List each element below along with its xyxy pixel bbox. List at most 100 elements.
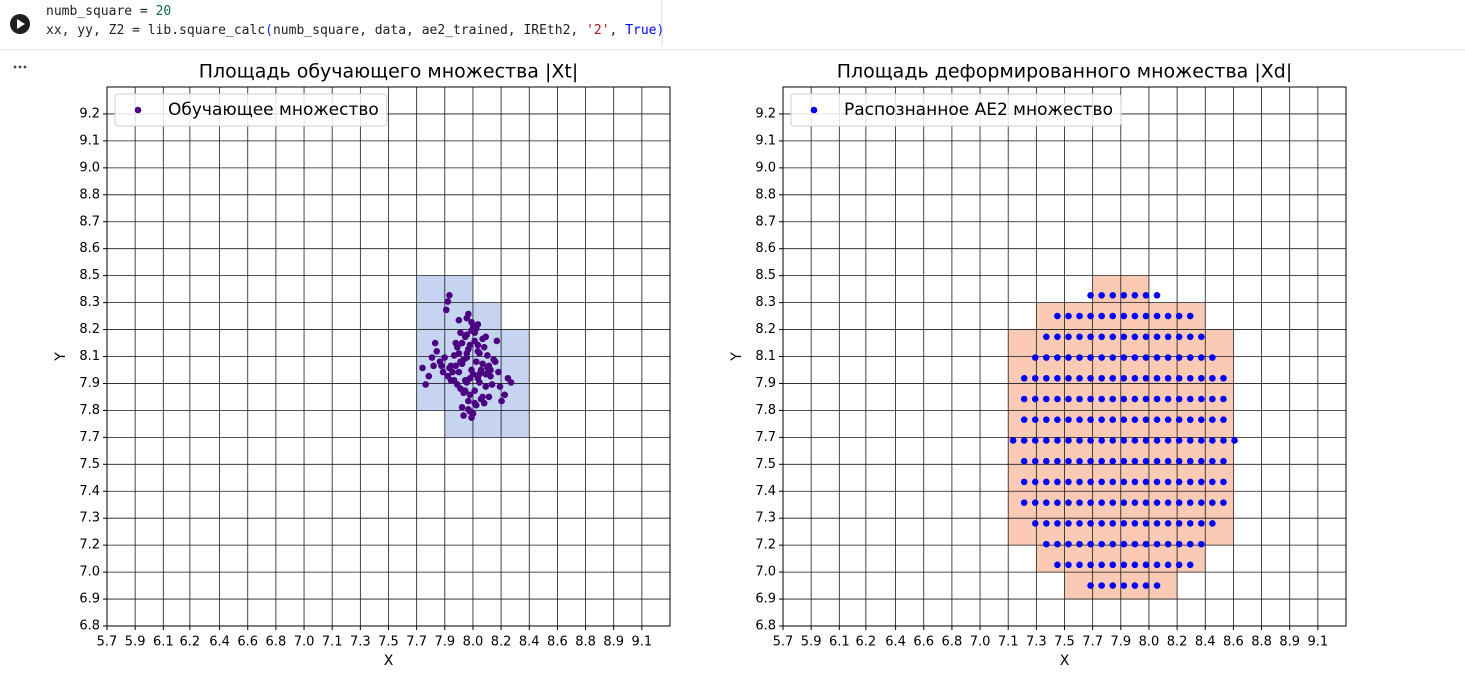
x-tick-label: 7.7 (1082, 635, 1103, 650)
point (458, 339, 466, 347)
x-tick-label: 6.2 (856, 635, 877, 650)
point (1175, 354, 1183, 361)
code-token: xx, yy, Z2 = lib.square_calc (46, 23, 266, 38)
point (1076, 478, 1083, 486)
x-tick-label: 7.5 (1054, 635, 1075, 650)
plot-frame (782, 86, 1347, 627)
code-line: xx, yy, Z2 = lib.square_calc(numb_square… (46, 21, 664, 40)
point (1043, 333, 1050, 341)
covered-square (472, 410, 502, 438)
point (1186, 333, 1194, 341)
point (1131, 478, 1139, 486)
covered-square (416, 329, 445, 357)
x-tick-label: 8.0 (463, 635, 484, 650)
point (1076, 499, 1083, 506)
point (1109, 457, 1117, 465)
point (465, 397, 472, 405)
point (1020, 478, 1028, 486)
point (1186, 457, 1194, 465)
point (446, 292, 453, 299)
point (484, 352, 491, 359)
point (1054, 457, 1061, 465)
point (1076, 540, 1083, 548)
point (1031, 478, 1039, 486)
run-button[interactable] (10, 14, 30, 34)
code-token: , (609, 23, 626, 38)
point (471, 387, 478, 395)
covered-square (501, 329, 530, 357)
point (1186, 354, 1194, 361)
point (1054, 312, 1061, 320)
point (1209, 520, 1216, 527)
x-tick-label: 6.1 (153, 635, 174, 650)
point (1142, 457, 1150, 465)
point (1054, 437, 1061, 444)
covered-square (1008, 329, 1037, 357)
x-tick-label: 7.1 (322, 635, 343, 650)
covered-square (444, 410, 473, 438)
x-tick-label: 8.4 (1195, 635, 1216, 650)
y-tick-label: 9.2 (79, 106, 100, 121)
point (1098, 312, 1105, 320)
point (1098, 540, 1105, 548)
point (1142, 520, 1150, 527)
x-tick-label: 7.9 (1110, 635, 1131, 650)
code-editor[interactable]: numb_square = 20 xx, yy, Z2 = lib.square_… (46, 2, 664, 40)
point (1031, 395, 1039, 403)
point (1120, 312, 1128, 320)
y-tick-label: 7.8 (755, 403, 776, 418)
output-menu[interactable] (13, 65, 27, 69)
code-token: numb_square, data, ae2_trained, IREth2, (272, 23, 587, 38)
covered-square (1092, 410, 1121, 438)
covered-square (501, 410, 530, 438)
point (1076, 457, 1083, 465)
y-tick-label: 7.2 (79, 538, 100, 553)
covered-square (1092, 545, 1121, 573)
point (1197, 416, 1205, 424)
point (1043, 540, 1050, 548)
covered-square (1205, 410, 1234, 438)
point (1153, 374, 1161, 382)
covered-square (1148, 518, 1178, 546)
point (1076, 520, 1083, 527)
point (1142, 561, 1150, 569)
point (1120, 561, 1128, 569)
point (1209, 457, 1216, 465)
point (1131, 333, 1139, 341)
point (1120, 540, 1128, 548)
point (466, 374, 474, 382)
y-tick-label: 8.6 (79, 241, 100, 256)
x-tick-label: 5.9 (125, 635, 146, 650)
code-token: 20 (155, 4, 172, 19)
covered-square (1177, 464, 1206, 492)
point (1175, 416, 1183, 424)
point (1131, 540, 1139, 548)
covered-square (416, 302, 445, 330)
point (474, 348, 482, 355)
point (1220, 374, 1227, 382)
point (465, 310, 472, 318)
x-tick-label: 7.9 (434, 635, 455, 650)
covered-square (1092, 383, 1121, 411)
covered-square (1205, 464, 1234, 492)
point (1186, 520, 1194, 527)
x-tick-label: 7.1 (998, 635, 1019, 650)
point (1098, 354, 1105, 361)
point (1109, 374, 1117, 382)
point (452, 339, 460, 347)
covered-square (1148, 356, 1178, 384)
covered-square (416, 383, 445, 411)
point (1020, 499, 1028, 506)
point (1131, 416, 1139, 424)
point (472, 325, 480, 332)
y-tick-label: 6.9 (755, 592, 776, 607)
point (1186, 395, 1194, 403)
covered-square (1092, 518, 1121, 546)
x-tick-label: 8.8 (575, 635, 596, 650)
point (1043, 478, 1050, 486)
covered-square (1120, 410, 1149, 438)
point (1175, 520, 1183, 527)
point (468, 318, 475, 326)
point (1065, 416, 1072, 424)
x-tick-label: 7.0 (970, 635, 991, 650)
